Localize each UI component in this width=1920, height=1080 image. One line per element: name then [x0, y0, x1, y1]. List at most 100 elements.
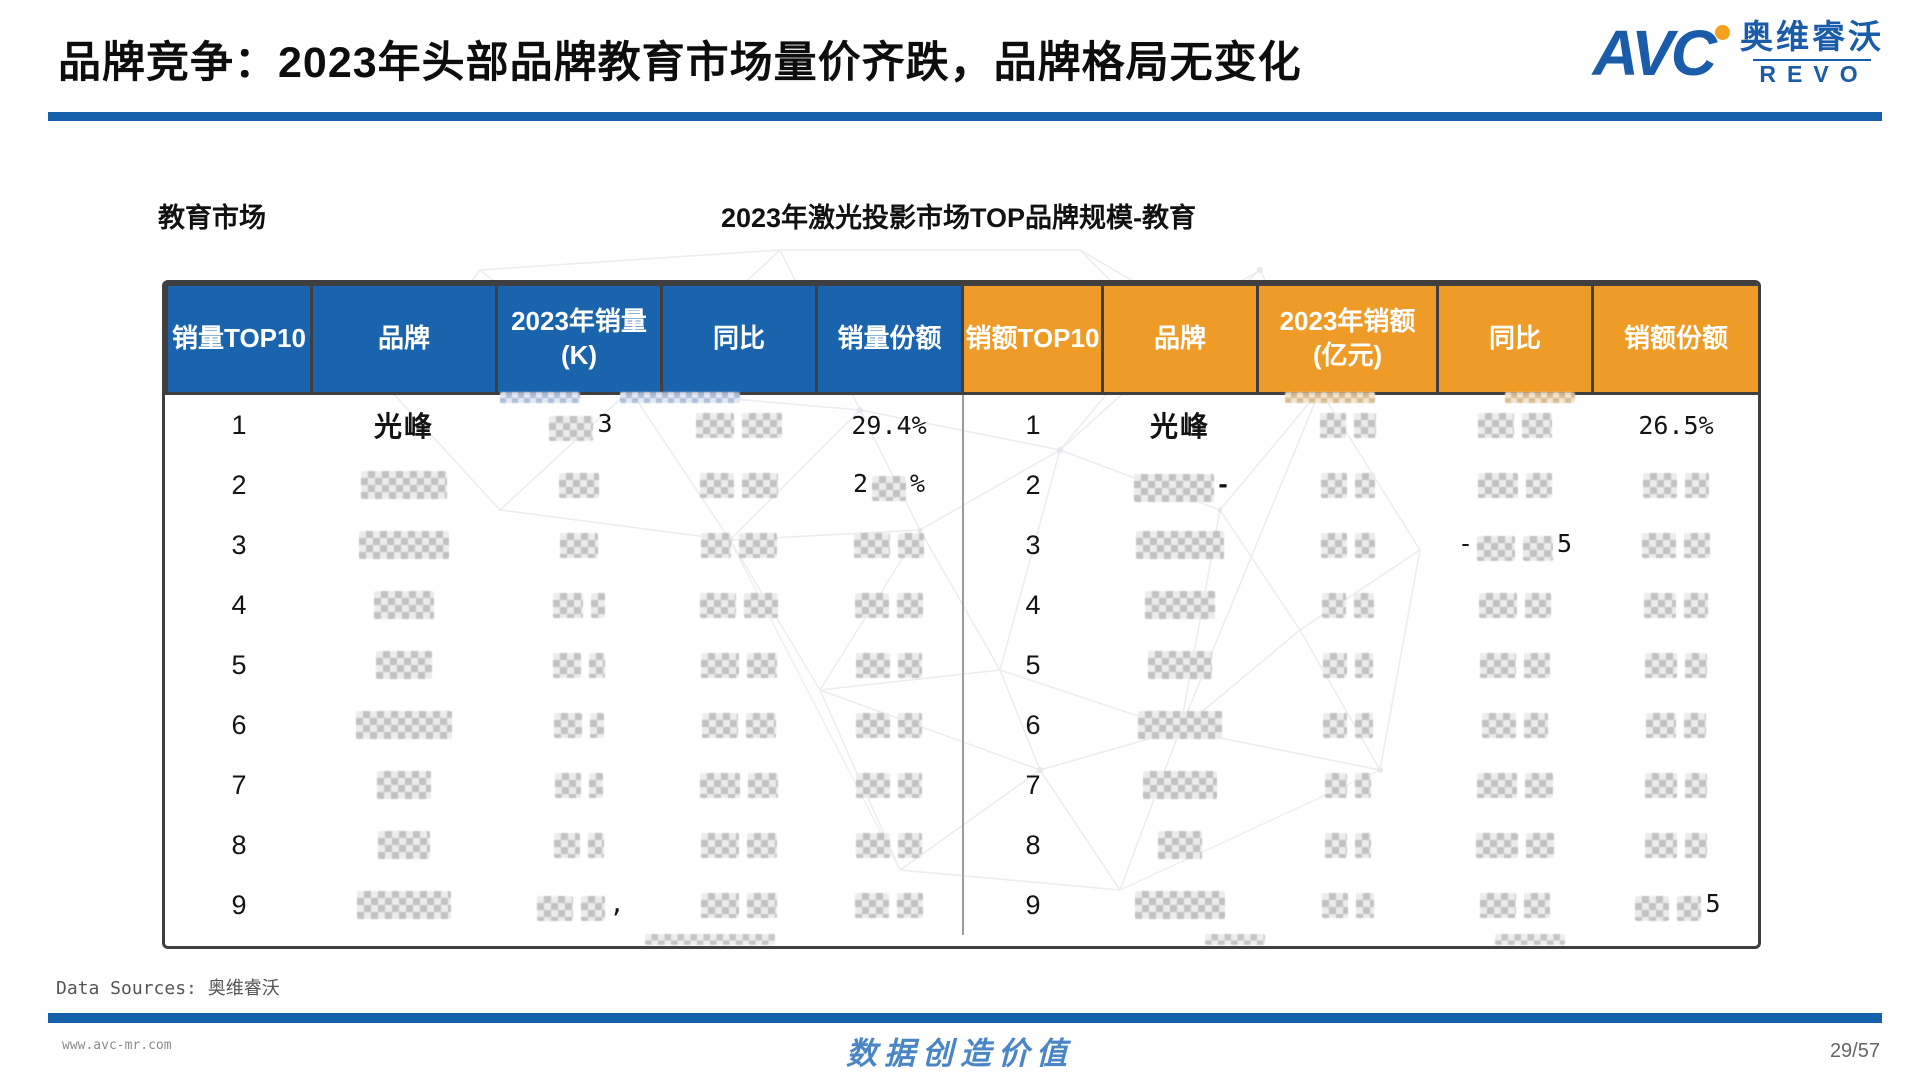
redaction-blur — [1524, 652, 1550, 678]
redaction-blur — [537, 895, 574, 921]
redaction-blur — [856, 652, 890, 678]
redaction-blur — [748, 772, 778, 798]
redaction-blur — [591, 592, 605, 618]
redacted-brand-cell: - — [1103, 455, 1258, 515]
redaction-blur — [1685, 832, 1707, 858]
redaction-blur — [700, 772, 740, 798]
value-share-header: 销额份额 — [1591, 283, 1758, 395]
redacted-volume-cell — [497, 455, 662, 515]
value-rank-cell: 4 — [961, 575, 1103, 635]
section-label: 教育市场 — [158, 203, 266, 233]
redacted-value-cell — [1258, 755, 1438, 815]
redacted-volume-cell — [497, 635, 662, 695]
redaction-blur — [1522, 412, 1552, 438]
redaction-blur — [898, 652, 922, 678]
redacted-yoy-cell — [662, 515, 817, 575]
value-rank-header: 销额TOP10 — [961, 283, 1104, 395]
redaction-smudge — [1495, 934, 1565, 945]
redacted-value-cell — [1258, 575, 1438, 635]
redacted-share-cell — [817, 695, 963, 755]
redaction-blur — [1355, 892, 1374, 918]
redaction-blur — [589, 772, 603, 798]
redacted-share-cell — [1593, 635, 1759, 695]
share-cell: 29.4% — [851, 410, 927, 440]
redaction-blur — [856, 832, 890, 858]
redaction-blur — [581, 895, 606, 921]
redaction-blur — [356, 711, 452, 739]
volume-rank-cell: 9 — [231, 889, 247, 920]
redaction-blur — [1477, 772, 1517, 798]
redacted-brand-cell — [312, 815, 497, 875]
redacted-volume-cell — [497, 515, 662, 575]
redaction-blur — [1642, 532, 1676, 558]
value-rank-cell: 9 — [961, 875, 1103, 935]
redaction-blur — [700, 592, 736, 618]
redaction-blur — [1643, 472, 1677, 498]
redaction-blur — [590, 712, 604, 738]
logo-chinese-name: 奥维睿沃 — [1740, 18, 1884, 55]
redaction-blur — [361, 471, 447, 499]
value-rank-cell: 3 — [961, 515, 1103, 575]
brand-cell: 光峰 — [1149, 411, 1210, 442]
redaction-blur — [377, 771, 431, 799]
redaction-blur — [898, 712, 922, 738]
redaction-blur — [1320, 472, 1347, 498]
redaction-blur — [1322, 712, 1347, 738]
redaction-blur — [1685, 652, 1707, 678]
redaction-blur — [1477, 535, 1515, 561]
redaction-blur — [1525, 772, 1553, 798]
redaction-smudge — [500, 392, 580, 403]
redacted-volume-cell: , — [497, 875, 662, 935]
redaction-blur — [554, 832, 580, 858]
redaction-blur — [1645, 652, 1677, 678]
redacted-yoy-cell — [1438, 394, 1593, 456]
redacted-value-cell — [1258, 635, 1438, 695]
redacted-yoy-cell — [1438, 815, 1593, 875]
redacted-value-cell — [1258, 455, 1438, 515]
volume-rank-cell: 1 — [231, 409, 247, 440]
redacted-value-cell — [1258, 695, 1438, 755]
redaction-blur — [1480, 652, 1516, 678]
redacted-yoy-cell — [1438, 755, 1593, 815]
redaction-blur — [1635, 895, 1670, 921]
volume-rank-cell: 5 — [231, 649, 247, 680]
redacted-share-cell — [1593, 575, 1759, 635]
redaction-blur — [1354, 772, 1371, 798]
redaction-blur — [1354, 472, 1375, 498]
redacted-brand-cell — [312, 575, 497, 635]
logo-wordmark: 奥维睿沃 REVO — [1740, 18, 1884, 86]
redaction-blur — [897, 892, 923, 918]
redaction-blur — [1158, 831, 1202, 859]
redacted-yoy-cell — [662, 695, 817, 755]
redacted-yoy-cell: -5 — [1438, 515, 1593, 575]
redacted-brand-cell — [1103, 755, 1258, 815]
redacted-share-cell — [1593, 695, 1759, 755]
page-number: 29/57 — [1829, 1040, 1880, 1062]
redaction-blur — [1476, 832, 1518, 858]
volume-rank-cell: 3 — [231, 529, 247, 560]
redaction-blur — [1138, 711, 1222, 739]
logo-revo-text: REVO — [1753, 58, 1871, 86]
redacted-volume-cell: 3 — [497, 394, 662, 456]
redaction-blur — [1684, 532, 1710, 558]
redacted-brand-cell — [312, 515, 497, 575]
redacted-share-cell — [1593, 515, 1759, 575]
redacted-brand-cell — [312, 695, 497, 755]
redacted-value-cell — [1258, 515, 1438, 575]
redaction-blur — [1353, 592, 1374, 618]
redaction-blur — [897, 592, 923, 618]
redaction-blur — [742, 412, 782, 438]
footer-divider — [48, 1013, 1882, 1023]
brand-header: 品牌 — [310, 283, 498, 395]
redacted-brand-cell — [312, 755, 497, 815]
redaction-blur — [357, 891, 451, 919]
volume-rank-cell: 4 — [231, 589, 247, 620]
redaction-blur — [553, 652, 581, 678]
redaction-blur — [1685, 772, 1707, 798]
redacted-brand-cell — [1103, 695, 1258, 755]
redaction-smudge — [645, 934, 775, 945]
redaction-blur — [1482, 712, 1516, 738]
redaction-blur — [742, 472, 778, 498]
